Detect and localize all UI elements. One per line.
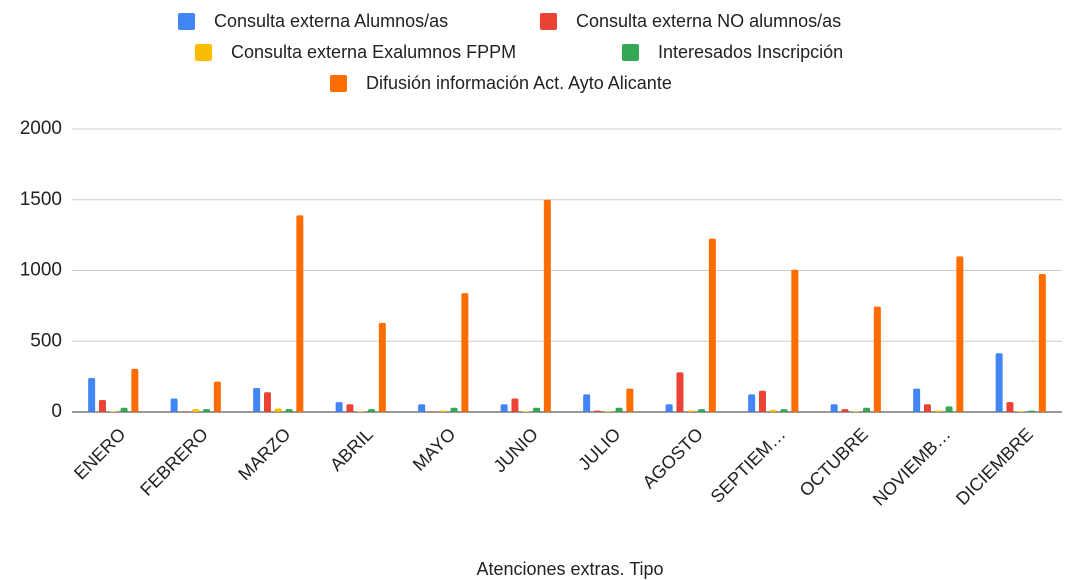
bar: [131, 368, 139, 412]
x-tick-label: DICIEMBRE: [952, 424, 1037, 509]
legend-swatch: [195, 44, 212, 61]
bar: [863, 407, 871, 412]
x-tick-label: JUNIO: [490, 424, 542, 476]
x-tick-label: JULIO: [574, 424, 624, 474]
y-tick-label: 1000: [20, 260, 62, 281]
bar: [368, 409, 376, 412]
bar: [748, 394, 756, 412]
legend-label: Consulta externa NO alumnos/as: [576, 11, 841, 31]
bar: [88, 378, 96, 412]
bar: [522, 411, 530, 412]
x-tick-label: OCTUBRE: [796, 424, 872, 500]
bar: [687, 410, 695, 412]
bar: [1038, 274, 1046, 412]
bar: [439, 410, 447, 412]
y-tick-label: 2000: [20, 118, 62, 139]
bar: [533, 407, 541, 412]
bar: [98, 399, 106, 412]
legend-label: Difusión información Act. Ayto Alicante: [366, 73, 672, 93]
x-tick-label: NOVIEMB…: [869, 424, 955, 510]
bar: [285, 409, 293, 412]
x-tick-label: FEBRERO: [136, 424, 212, 500]
x-tick-label: SEPTIEM…: [707, 424, 790, 507]
bar: [192, 409, 200, 412]
y-tick-label: 500: [30, 330, 62, 351]
bar: [791, 269, 799, 412]
legend-label: Consulta externa Exalumnos FPPM: [231, 42, 516, 62]
bar: [852, 411, 860, 412]
bar: [676, 372, 684, 412]
bar: [511, 398, 519, 412]
bar: [418, 404, 426, 412]
bar: [1017, 411, 1025, 412]
bar: [120, 407, 128, 412]
bar: [181, 411, 189, 412]
bar: [109, 411, 117, 412]
bar: [769, 409, 777, 412]
bar: [698, 409, 706, 412]
bar: [428, 411, 436, 412]
bar: [995, 353, 1003, 412]
legend-label: Interesados Inscripción: [658, 42, 843, 62]
bar: [253, 387, 261, 412]
x-tick-label: MARZO: [234, 424, 294, 484]
bar: [296, 215, 304, 412]
bar: [583, 394, 591, 412]
legend-swatch: [622, 44, 639, 61]
bar: [1006, 402, 1014, 412]
legend-label: Consulta externa Alumnos/as: [214, 11, 448, 31]
bar: [543, 199, 551, 412]
bar: [170, 398, 178, 412]
bar: [346, 404, 354, 412]
legend-swatch: [540, 13, 557, 30]
x-axis-title: Atenciones extras. Tipo: [476, 559, 663, 579]
bar: [203, 409, 211, 412]
bar: [665, 404, 673, 412]
bar: [450, 407, 458, 412]
bar: [945, 406, 953, 412]
bar: [593, 410, 601, 412]
bar: [378, 322, 386, 412]
bar: [626, 388, 634, 412]
x-tick-label: MAYO: [409, 424, 460, 475]
bar: [263, 392, 271, 412]
bar: [1028, 410, 1036, 412]
y-tick-label: 0: [51, 401, 62, 422]
bar: [841, 409, 849, 412]
x-tick-label: ABRIL: [326, 424, 377, 475]
bar: [934, 410, 942, 412]
bar: [357, 411, 365, 412]
bar: [956, 256, 964, 412]
bar: [923, 404, 931, 412]
bar: [274, 408, 282, 412]
bar: [708, 238, 716, 412]
bar: [913, 388, 921, 412]
bar: [758, 390, 766, 412]
x-tick-label: AGOSTO: [639, 424, 707, 492]
bar: [604, 411, 612, 412]
legend-swatch: [330, 75, 347, 92]
bar: [461, 293, 469, 412]
y-tick-label: 1500: [20, 189, 62, 210]
bar: [335, 402, 343, 412]
bar: [615, 407, 623, 412]
bar: [830, 404, 838, 412]
bar: [213, 381, 221, 412]
bar: [873, 306, 881, 412]
bar: [780, 409, 788, 412]
legend-swatch: [178, 13, 195, 30]
bar: [500, 404, 508, 412]
x-tick-label: ENERO: [70, 424, 129, 483]
